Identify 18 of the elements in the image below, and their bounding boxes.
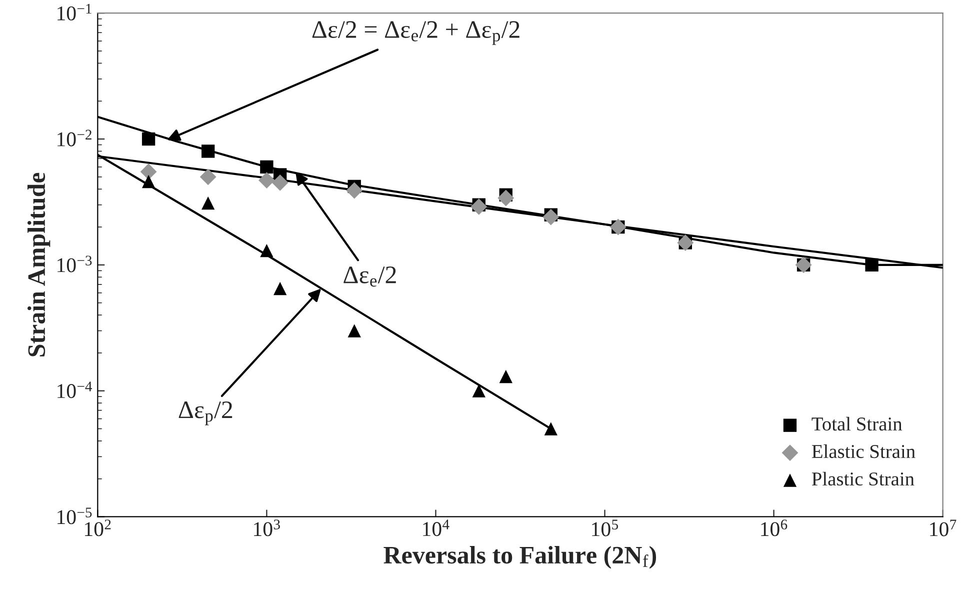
x-tick-label: 10$^{5}$: [592, 520, 618, 536]
x-axis-title: Reversals to Failure (2N$_{f}$): [384, 546, 656, 569]
x-tick-label: 10$^{2}$: [85, 520, 111, 536]
annotation: Δε/2 = Δε$_{e}$/2 + Δε$_{p}$/2: [312, 21, 520, 45]
y-tick-label: 10$^{−2}$: [58, 130, 92, 146]
legend-label: Elastic Strain: [812, 444, 916, 458]
y-tick-label: 10$^{−4}$: [58, 382, 92, 398]
legend-label: Total Strain: [812, 416, 902, 431]
x-tick-label: 10$^{3}$: [254, 520, 280, 536]
annotation: Δε$_{p}$/2: [178, 401, 232, 426]
x-tick-label: 10$^{6}$: [761, 520, 788, 536]
x-tick-label: 10$^{4}$: [423, 520, 450, 536]
annotation: Δε$_{e}$/2: [344, 266, 396, 287]
x-tick-label: 10$^{7}$: [930, 520, 956, 536]
y-tick-label: 10$^{−3}$: [58, 256, 92, 272]
y-tick-label: 10$^{−1}$: [58, 4, 92, 20]
y-axis-title: Strain Amplitude: [27, 172, 50, 356]
legend-label: Plastic Strain: [812, 472, 914, 486]
